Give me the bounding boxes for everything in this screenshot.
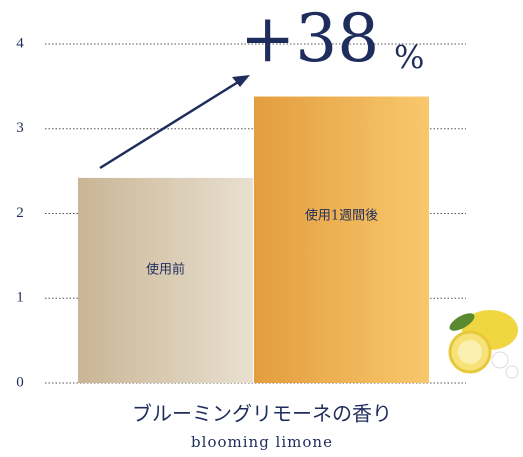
bar (254, 97, 429, 383)
chart: +38 % ブルーミングリモーネの香り blooming limone 0 1 2 3… (0, 0, 523, 457)
bar (78, 178, 253, 383)
chart-title: ブルーミングリモーネの香り (132, 402, 392, 426)
y-tick-label: 0 (16, 374, 24, 390)
y-tick-label: 3 (16, 120, 24, 136)
arrow (100, 79, 243, 168)
category-label: 使用1週間後 (305, 208, 378, 224)
annotation: +38 (240, 0, 379, 77)
chart-subtitle: blooming limone (191, 433, 333, 451)
y-tick-label: 2 (16, 205, 24, 221)
annotation-unit: % (394, 39, 424, 77)
lemon-decoration (447, 310, 518, 378)
category-label: 使用前 (146, 262, 185, 278)
y-tick-label: 4 (16, 35, 24, 51)
y-tick-label: 1 (16, 290, 24, 306)
